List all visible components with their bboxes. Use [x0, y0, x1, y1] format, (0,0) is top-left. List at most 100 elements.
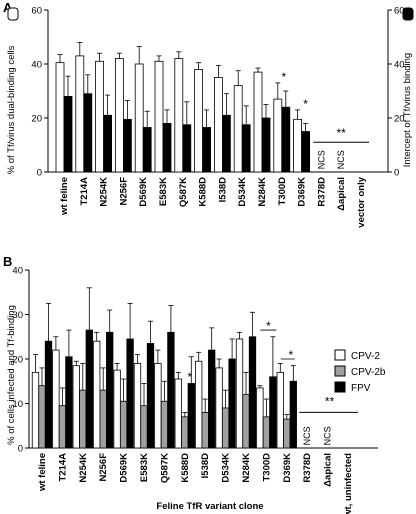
- x-tick-label-d569k: D569K: [119, 453, 130, 483]
- bar-d569k-series-0: [134, 63, 144, 173]
- bar-n256f-fpv: [106, 331, 114, 449]
- bar-t214a-fpv: [65, 356, 73, 449]
- x-tick-label-n284k: N284K: [241, 453, 252, 483]
- y-tick-label-left: 40: [31, 60, 42, 71]
- legend-swatch-cpv2b: [334, 365, 346, 377]
- bar-k588d-cpv-2: [174, 378, 182, 449]
- y-tick-label-right: 60: [394, 6, 405, 17]
- bar-n254k-fpv: [85, 329, 93, 449]
- bar-q587k-series-0: [174, 58, 184, 173]
- bar-t300d-cpv-2b: [262, 416, 271, 449]
- significance-star-t300d: *: [281, 70, 286, 84]
- x-tick-label-d369k: D369K: [282, 453, 293, 483]
- x-tick-label-wt-uninfected: wt, uninfected: [343, 453, 354, 514]
- significance-star-t300d: *: [266, 319, 271, 333]
- x-tick-label-wt-feline: wt feline: [37, 453, 48, 492]
- x-tick-label-wt-feline: wt feline: [59, 177, 70, 216]
- x-tick-label-q587k: Q587K: [159, 453, 170, 483]
- bar-n254k-cpv-2: [72, 365, 80, 449]
- bar-i538d-cpv-2b: [201, 411, 209, 449]
- bar-wt-feline-series-1: [63, 96, 73, 173]
- bar-i538d-fpv: [208, 349, 216, 449]
- bar-i538d-series-1: [221, 114, 231, 173]
- bar-t214a-series-1: [83, 93, 93, 173]
- bar-d534k-fpv: [228, 358, 236, 449]
- bar-d369k-series-1: [301, 131, 311, 173]
- bar-d369k-fpv: [289, 380, 297, 449]
- y-tick-label-left: 20: [12, 355, 23, 366]
- bar-e583k-cpv-2b: [140, 405, 148, 449]
- panel-a-ylabel-right: Intercept of Tf/virus binding: [402, 53, 413, 167]
- panel-b-letter: B: [3, 254, 12, 269]
- x-tick-label-i538d: I538D: [217, 177, 228, 202]
- panel-a-letter: A: [3, 0, 13, 15]
- bar-t300d-series-0: [273, 98, 283, 173]
- bar-n284k-cpv-2: [235, 338, 244, 449]
- bar-d569k-cpv-2: [113, 369, 121, 449]
- x-tick-label-k588d: K588D: [180, 453, 191, 483]
- legend: CPV-2 CPV-2b FPV: [334, 349, 386, 394]
- legend-label-fpv: FPV: [351, 383, 371, 394]
- bar-n284k-series-1: [261, 117, 271, 173]
- x-tick-label-d569k: D569K: [138, 177, 149, 207]
- x-tick-label-t300d: T300D: [277, 177, 288, 206]
- bar-wt-feline-cpv-2b: [38, 385, 46, 449]
- x-tick-label-apical: Δapical: [336, 177, 347, 211]
- bar-wt-feline-cpv-2: [31, 371, 40, 449]
- bar-n254k-cpv-2b: [79, 389, 87, 449]
- y-tick-label-right: 40: [394, 60, 405, 71]
- x-tick-label-t214a: T214A: [57, 453, 68, 482]
- panel-a-ylabel-left: % of Tf/virus dual-binding cells: [6, 45, 17, 174]
- bar-d369k-series-0: [293, 118, 303, 173]
- y-tick-label-left: 10: [12, 399, 23, 410]
- x-tick-label-n256f: N256F: [98, 453, 109, 482]
- x-tick-label-i538d: I538D: [200, 453, 211, 478]
- y-tick-label-left: 30: [12, 310, 23, 321]
- black-bar-key-icon: [402, 7, 414, 21]
- y-tick-label-left: 20: [31, 114, 42, 125]
- legend-label-cpv2b: CPV-2b: [351, 367, 386, 378]
- ncs-label-r378d-b: NCS: [302, 426, 312, 445]
- bar-t300d-series-1: [281, 106, 291, 173]
- panel-b-chart: 0 10 20 30 40 wt feline T214A N254K N256F D569K E5…: [12, 266, 378, 514]
- bar-n284k-cpv-2b: [242, 394, 250, 449]
- bar-q587k-cpv-2b: [160, 400, 169, 449]
- bar-wt-feline-series-0: [55, 62, 65, 173]
- legend-swatch-fpv: [334, 381, 346, 393]
- x-tick-label-k588d: K588D: [198, 177, 209, 207]
- bar-t214a-cpv-2b: [58, 405, 67, 449]
- bar-t300d-cpv-2: [256, 387, 264, 449]
- bar-n256f-cpv-2: [93, 340, 101, 449]
- bar-k588d-cpv-2b: [181, 416, 189, 449]
- y-tick-label-right: 0: [394, 168, 399, 179]
- bar-t214a-cpv-2: [52, 349, 60, 449]
- bar-t214a-series-0: [75, 55, 85, 173]
- legend-label-cpv2: CPV-2: [351, 351, 380, 362]
- x-tick-label-t300d: T300D: [261, 453, 272, 482]
- x-tick-label-e583k: E583K: [158, 177, 169, 206]
- bar-n256f-series-0: [115, 58, 124, 173]
- bar-d534k-series-1: [241, 124, 251, 173]
- significance-star-k588d: *: [187, 370, 192, 384]
- bar-e583k-series-0: [154, 60, 164, 173]
- ncs-label-r378d: NCS: [316, 150, 326, 169]
- bar-n254k-series-0: [95, 60, 104, 173]
- bar-n284k-series-0: [253, 71, 263, 173]
- x-tick-label-apical: Δapical: [323, 453, 334, 487]
- ncs-label-apical-b: NCS: [323, 426, 333, 445]
- bar-q587k-fpv: [167, 331, 175, 449]
- panel-b-ylabel: % of cells infected and Tf-binding: [6, 305, 17, 445]
- bar-i538d-cpv-2: [195, 360, 203, 449]
- x-tick-label-n256f: N256F: [118, 177, 129, 206]
- bar-t300d-fpv: [269, 376, 277, 449]
- bar-d534k-cpv-2b: [221, 407, 230, 449]
- y-tick-label-left: 0: [37, 168, 42, 179]
- white-bar-key-icon: [7, 7, 19, 21]
- x-tick-label-d534k: D534K: [237, 177, 248, 207]
- bar-e583k-fpv: [146, 343, 155, 449]
- significance-star-d369k: *: [288, 348, 293, 362]
- x-tick-label-d369k: D369K: [297, 177, 308, 207]
- bar-d534k-cpv-2: [215, 367, 223, 449]
- x-tick-label-r378d: R378D: [316, 177, 327, 207]
